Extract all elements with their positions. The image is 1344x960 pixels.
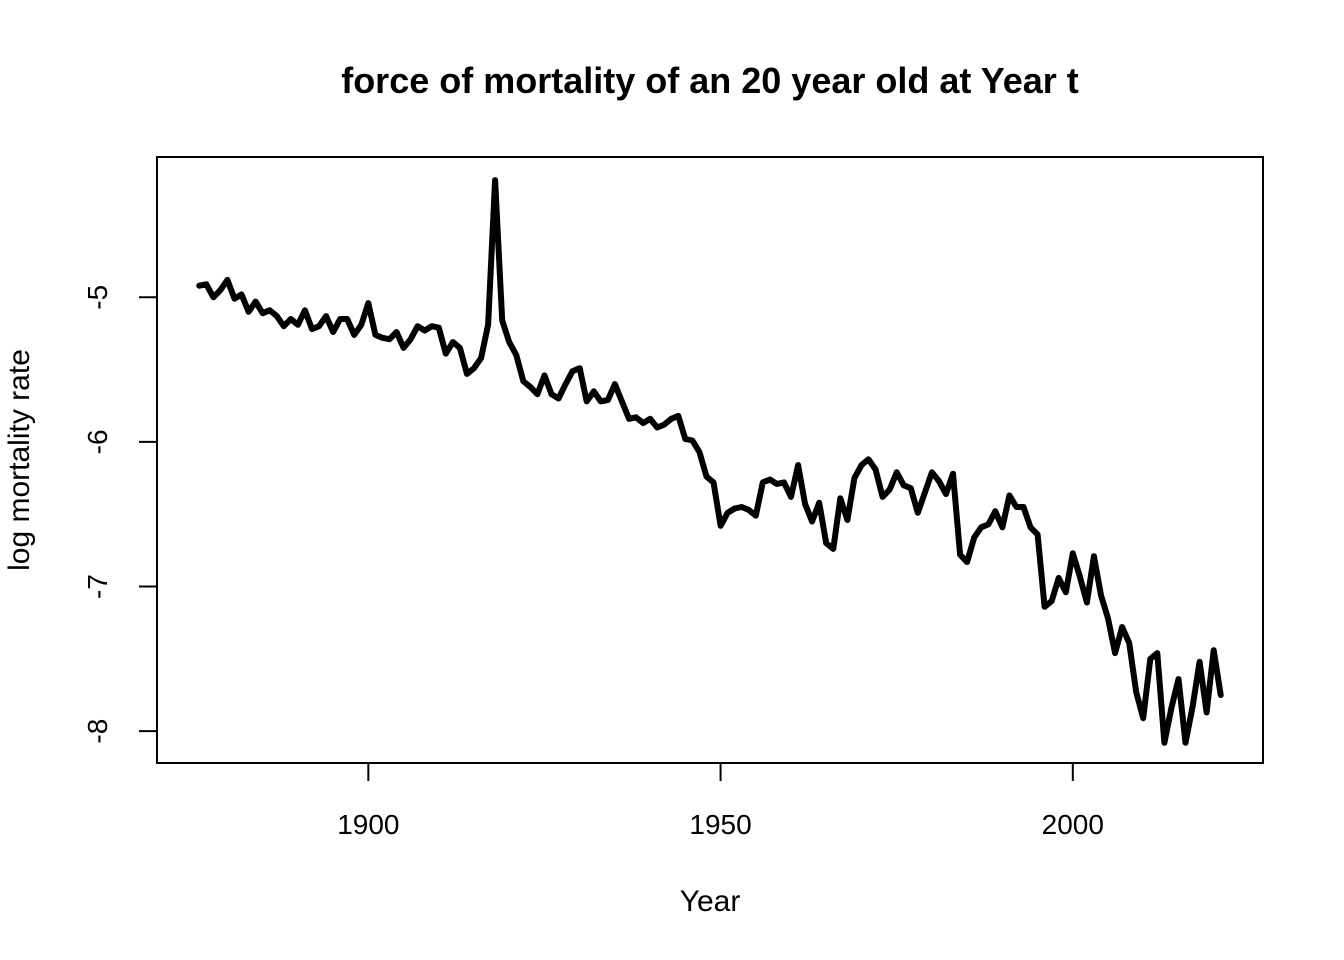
y-tick-label: -5 xyxy=(82,285,113,310)
series-line xyxy=(196,177,1224,746)
x-axis: 1900 1950 2000 xyxy=(337,762,1104,840)
plot-frame xyxy=(156,156,1264,764)
x-axis-label: Year xyxy=(680,885,741,918)
x-tick-label: 1900 xyxy=(337,809,399,840)
y-axis: -5 -6 -7 -8 xyxy=(82,285,158,744)
x-tick-label: 1950 xyxy=(689,809,751,840)
y-tick-label: -6 xyxy=(82,429,113,454)
x-tick-label: 2000 xyxy=(1042,809,1104,840)
y-tick-label: -8 xyxy=(82,719,113,744)
chart-title: force of mortality of an 20 year old at … xyxy=(341,60,1079,101)
y-axis-label: log mortality rate xyxy=(3,349,36,571)
y-tick-label: -7 xyxy=(82,574,113,599)
